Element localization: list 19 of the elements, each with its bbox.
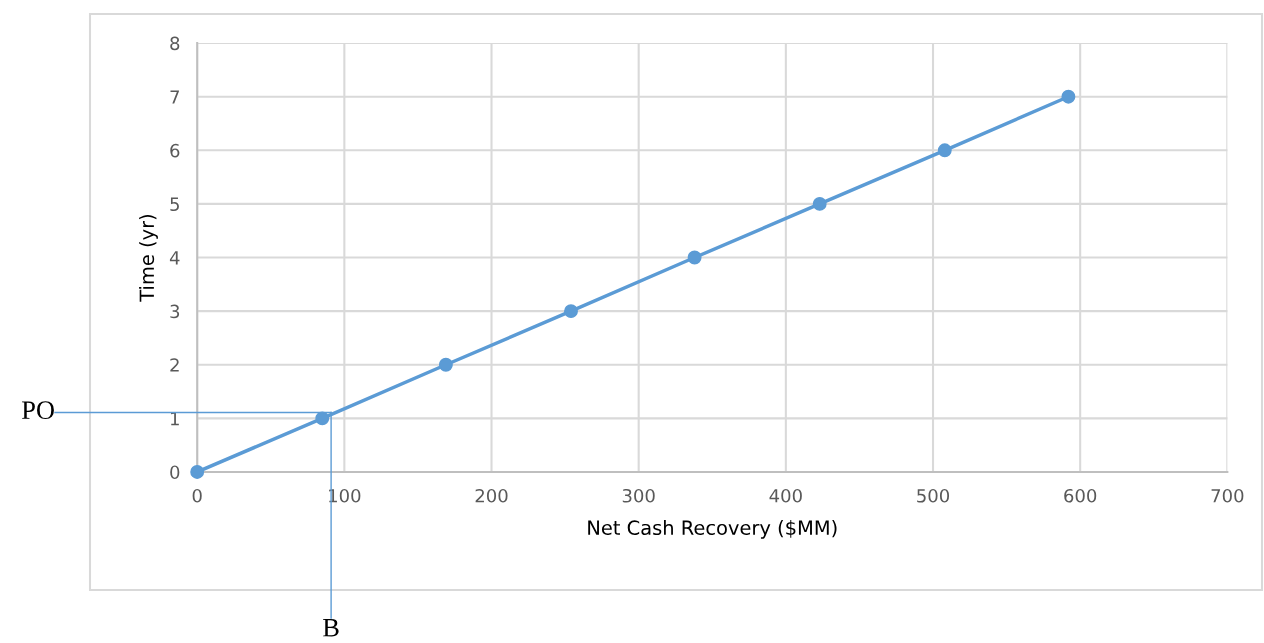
x-axis-title: Net Cash Recovery ($MM) (588, 519, 837, 539)
y-tick-label: 3 (170, 304, 180, 319)
x-tick-label: 700 (1211, 488, 1244, 503)
x-tick-label: 400 (769, 488, 802, 503)
y-tick-label: 0 (170, 465, 180, 480)
y-tick-label: 4 (169, 251, 180, 265)
x-tick-label: 600 (1064, 488, 1097, 503)
x-tick-label: 300 (622, 488, 655, 503)
y-tick-label: 7 (170, 90, 179, 104)
x-tick-label: 0 (192, 488, 202, 503)
y-tick-label: 8 (170, 36, 180, 51)
x-tick-label: 200 (475, 488, 508, 503)
ref-line-label: B (323, 619, 339, 637)
y-tick-label: 6 (170, 143, 180, 158)
y-axis-title: Time (yr) (139, 214, 158, 302)
y-tick-label: 2 (170, 358, 179, 372)
y-tick-label: 5 (170, 197, 179, 212)
x-tick-label: 500 (917, 488, 950, 503)
ref-line-label: PO (22, 401, 54, 420)
